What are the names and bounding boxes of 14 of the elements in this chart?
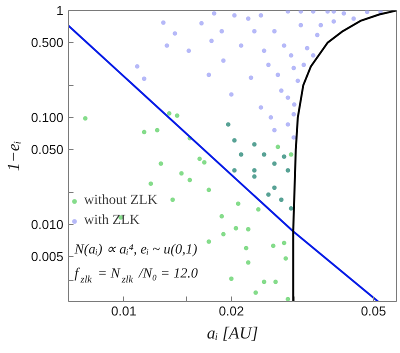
y-tick-label: 0.010: [30, 216, 64, 232]
annotation: N(aᵢ) ∝ aᵢ⁴, eᵢ ~ u(0,1): [74, 242, 198, 258]
y-tick-label: 0.500: [30, 35, 64, 50]
x-tick-label: 0.01: [111, 304, 136, 318]
y-tick-label: 1: [56, 3, 64, 18]
y-tick-label: 0.100: [30, 110, 64, 125]
legend-label: without ZLK: [84, 193, 158, 209]
x-tick-label: 0.02: [218, 304, 244, 318]
legend-label: with ZLK: [84, 213, 140, 229]
y-axis-title: 1−eᵢ: [4, 140, 23, 172]
y-tick-label: 0.050: [30, 142, 64, 158]
y-tick-label: 0.005: [30, 249, 64, 264]
x-tick-label: 0.05: [360, 304, 386, 318]
x-axis-title: aᵢ [AU]: [206, 324, 258, 342]
